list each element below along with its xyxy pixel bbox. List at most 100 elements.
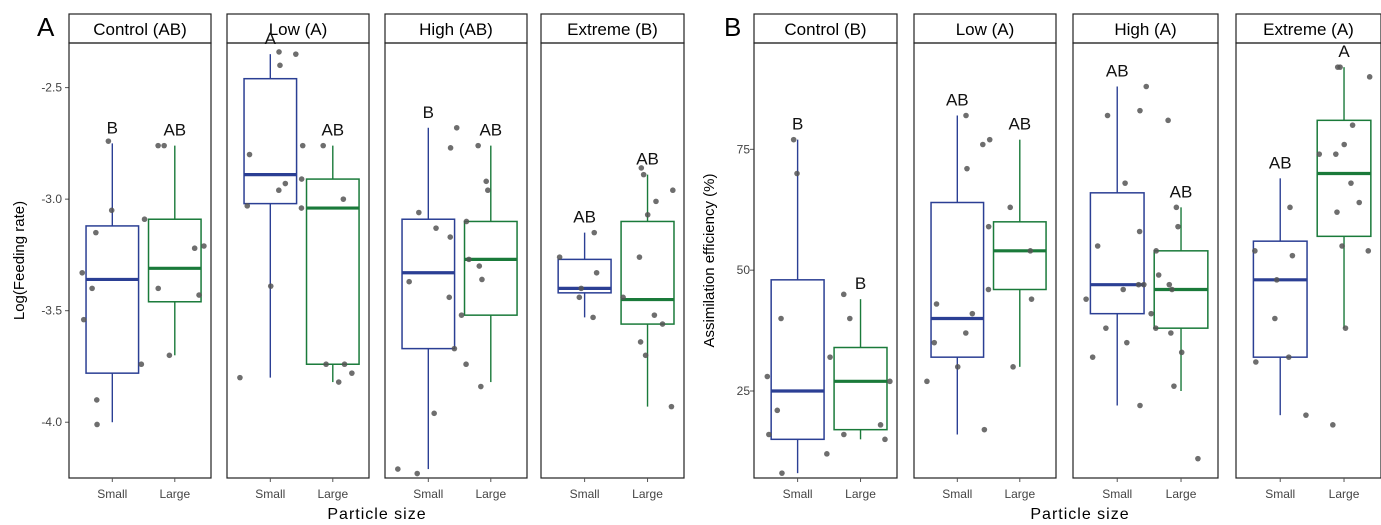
data-point <box>414 470 421 477</box>
data-point <box>1339 243 1345 249</box>
data-point <box>1155 272 1162 278</box>
x-tick-label: Large <box>475 487 506 501</box>
box-large <box>1316 119 1372 238</box>
data-point <box>191 245 198 252</box>
data-point <box>1289 252 1296 259</box>
data-point <box>1122 180 1128 186</box>
significance-label: AB <box>1106 62 1129 81</box>
significance-label: A <box>265 29 277 48</box>
significance-label: AB <box>479 121 502 140</box>
data-point <box>1316 151 1323 157</box>
x-tick-label: Large <box>317 487 348 501</box>
data-point <box>1136 228 1143 235</box>
data-point <box>463 218 470 225</box>
data-point <box>320 142 327 149</box>
y-tick-label: -3.0 <box>41 192 62 206</box>
data-point <box>1137 107 1143 114</box>
facet-title: High (AB) <box>419 20 493 39</box>
data-point <box>340 196 347 202</box>
data-point <box>1120 286 1127 293</box>
data-point <box>578 285 584 292</box>
x-tick-label: Large <box>1329 487 1360 501</box>
data-point <box>1285 354 1292 360</box>
data-point <box>276 49 282 55</box>
box-large <box>992 221 1047 291</box>
significance-label: AB <box>321 121 344 140</box>
data-point <box>794 170 800 177</box>
data-point <box>824 451 830 457</box>
data-point <box>980 141 986 148</box>
data-point <box>931 339 938 346</box>
data-point <box>637 339 644 345</box>
significance-label: A <box>1338 42 1350 61</box>
data-point <box>1178 349 1185 356</box>
data-point <box>276 187 282 194</box>
data-point <box>463 361 469 368</box>
data-point <box>1028 296 1035 302</box>
facet-panel <box>540 42 685 479</box>
facet-strip <box>68 13 212 44</box>
data-point <box>1330 422 1336 428</box>
data-point <box>841 431 847 438</box>
data-point <box>475 142 481 149</box>
data-point <box>166 352 173 359</box>
facet-title: Low (A) <box>956 20 1015 39</box>
data-point <box>282 180 289 187</box>
data-point <box>1253 359 1259 365</box>
data-point <box>644 211 651 218</box>
facet-title: Control (AB) <box>93 20 187 39</box>
data-point <box>298 205 305 211</box>
data-point <box>395 466 401 472</box>
significance-label: AB <box>1269 153 1292 172</box>
data-point <box>1124 339 1130 346</box>
data-point <box>790 136 797 143</box>
significance-label: AB <box>1170 182 1193 201</box>
data-point <box>590 314 596 321</box>
data-point <box>556 254 563 260</box>
data-point <box>1089 354 1096 360</box>
data-point <box>963 112 969 119</box>
data-point <box>298 176 305 182</box>
data-point <box>659 321 666 327</box>
data-point <box>840 291 847 298</box>
data-point <box>774 407 781 414</box>
facet-title: Control (B) <box>784 20 866 39</box>
x-tick-label: Small <box>97 487 127 501</box>
facet-title: Extreme (B) <box>567 20 658 39</box>
facet-panel <box>226 42 370 479</box>
data-point <box>653 198 659 205</box>
data-point <box>349 370 355 376</box>
data-point <box>1135 281 1142 288</box>
data-point <box>1103 325 1109 331</box>
box-large <box>305 178 360 365</box>
data-point <box>593 269 600 276</box>
data-point <box>1083 296 1089 302</box>
data-point <box>1148 310 1154 317</box>
y-tick-label: 50 <box>737 263 751 277</box>
data-point <box>1341 141 1347 148</box>
significance-label: B <box>792 115 803 134</box>
data-point <box>668 403 675 410</box>
data-point <box>79 269 86 276</box>
y-tick-label: -3.5 <box>41 304 62 318</box>
data-point <box>1165 117 1171 124</box>
data-point <box>196 292 202 298</box>
data-point <box>293 51 299 57</box>
facet-panel <box>753 42 898 479</box>
data-point <box>485 187 491 194</box>
data-point <box>1173 204 1180 211</box>
box-small <box>243 77 298 205</box>
data-point <box>447 234 454 240</box>
x-tick-label: Small <box>1265 487 1295 501</box>
box-small <box>401 218 456 350</box>
data-point <box>576 294 583 301</box>
data-point <box>237 374 243 381</box>
data-point <box>483 178 490 185</box>
significance-label: AB <box>573 208 596 227</box>
data-point <box>651 312 658 318</box>
significance-label: B <box>107 118 118 137</box>
data-point <box>1337 64 1343 70</box>
x-tick-label: Small <box>1102 487 1132 501</box>
data-point <box>433 225 439 231</box>
data-point <box>1027 248 1034 254</box>
